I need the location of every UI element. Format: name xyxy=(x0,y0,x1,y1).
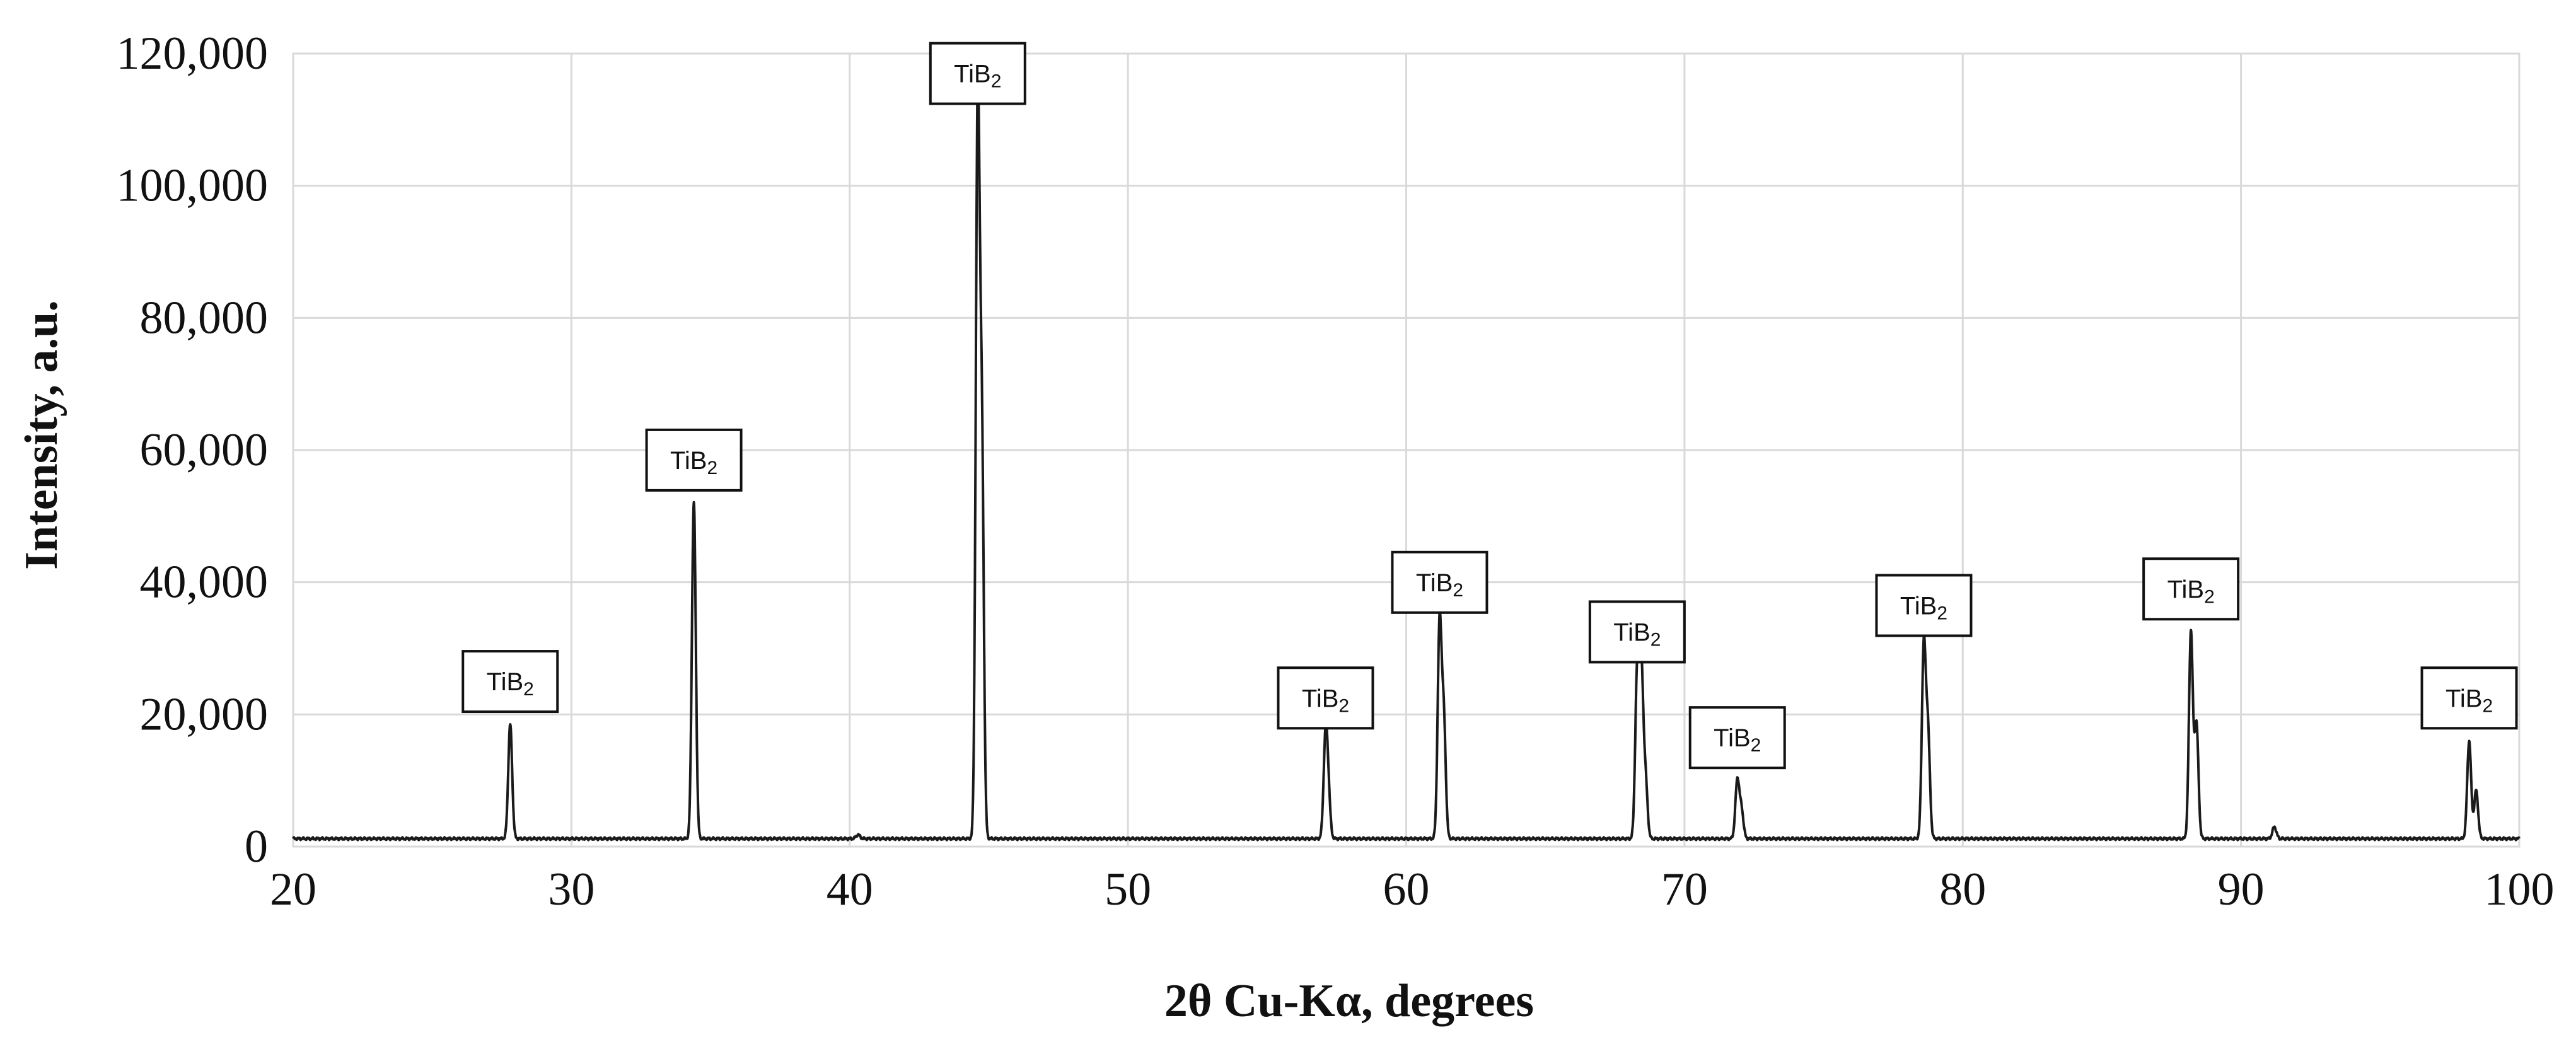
peak-label: TiB2 xyxy=(929,42,1026,105)
x-tick-label: 30 xyxy=(548,864,595,915)
peak-label-box xyxy=(2420,666,2518,730)
peak-label-box xyxy=(929,42,1026,105)
tick-layer: 20 30 40 50 60 70 80 90 100 0 20,000 40,000 60,000 80… xyxy=(117,28,2555,915)
peak-label: TiB2 xyxy=(461,650,559,714)
peak-label-box xyxy=(2142,557,2240,621)
y-axis-title: Intensity, a.u. xyxy=(16,300,67,570)
peak-label: TiB2 xyxy=(1277,666,1374,730)
peak-label-text: TiB2 xyxy=(487,668,534,700)
peak-label-text: TiB2 xyxy=(1416,569,1463,601)
peak-label-box xyxy=(645,428,743,492)
peak-label-box xyxy=(1391,550,1488,614)
peak-label-box xyxy=(1277,666,1374,730)
peak-label-box xyxy=(1875,574,1973,637)
grid-layer xyxy=(292,52,2521,848)
peak-label-text: TiB2 xyxy=(1302,685,1349,716)
peak-label-box xyxy=(461,650,559,714)
y-tick-label: 120,000 xyxy=(117,28,269,79)
x-tick-label: 80 xyxy=(1939,864,1986,915)
axis-layer xyxy=(292,52,2521,848)
x-tick-label: 100 xyxy=(2485,864,2555,915)
peak-label-text: TiB2 xyxy=(1900,593,1947,624)
peak-label-text: TiB2 xyxy=(1714,724,1761,756)
y-tick-label: 20,000 xyxy=(140,688,269,740)
peak-label-text: TiB2 xyxy=(670,447,717,478)
peak-label-text: TiB2 xyxy=(2167,576,2215,607)
peak-label: TiB2 xyxy=(1875,574,1973,637)
peak-label: TiB2 xyxy=(2420,666,2518,730)
peak-label: TiB2 xyxy=(1391,550,1488,614)
peak-label-box xyxy=(1588,600,1686,664)
peak-label: TiB2 xyxy=(645,428,743,492)
peak-label-text: TiB2 xyxy=(1613,618,1661,650)
y-tick-label: 0 xyxy=(245,821,268,872)
peak-label: TiB2 xyxy=(2142,557,2240,621)
xrd-pattern-line xyxy=(292,69,2521,842)
x-tick-label: 60 xyxy=(1383,864,1430,915)
y-tick-label: 60,000 xyxy=(140,424,269,476)
label-layer: TiB2 TiB2 TiB2 TiB2 TiB2 TiB2 TiB2 TiB2 TiB2 TiB2 xyxy=(461,42,2518,770)
y-tick-label: 100,000 xyxy=(117,160,269,212)
x-tick-label: 50 xyxy=(1105,864,1151,915)
x-tick-label: 70 xyxy=(1661,864,1708,915)
peak-label-box xyxy=(1688,706,1786,770)
plot-frame xyxy=(292,52,2521,848)
peak-label: TiB2 xyxy=(1588,600,1686,664)
peak-label-text: TiB2 xyxy=(2445,685,2493,716)
y-tick-label: 80,000 xyxy=(140,292,269,344)
peak-label-text: TiB2 xyxy=(954,61,1001,92)
x-axis-title: 2θ Cu-Kα, degrees xyxy=(1164,975,1534,1027)
line-layer xyxy=(292,69,2521,842)
y-tick-label: 40,000 xyxy=(140,557,269,608)
peak-label: TiB2 xyxy=(1688,706,1786,770)
x-tick-label: 40 xyxy=(827,864,873,915)
x-tick-label: 90 xyxy=(2218,864,2265,915)
x-tick-label: 20 xyxy=(270,864,316,915)
